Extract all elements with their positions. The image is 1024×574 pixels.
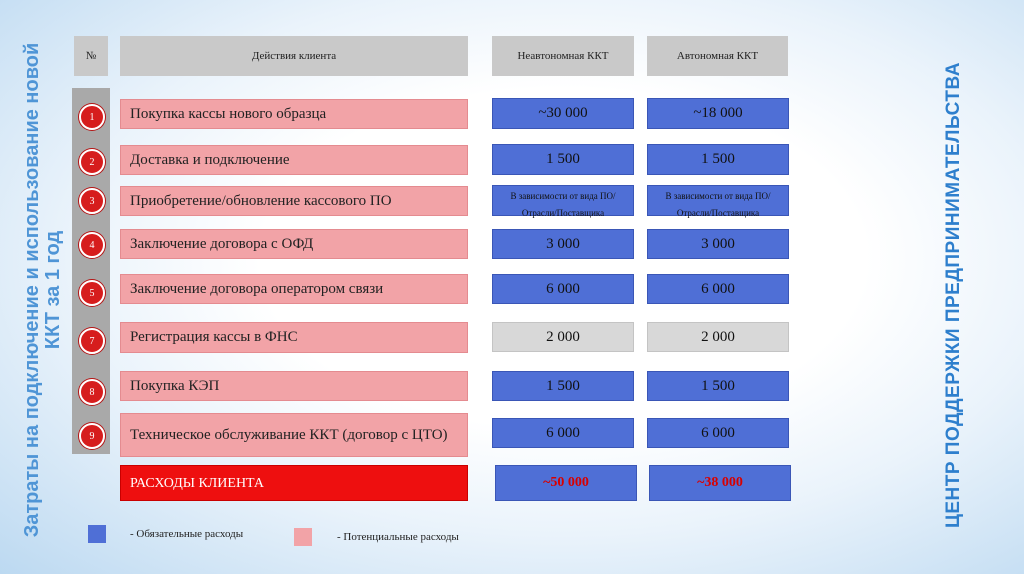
row-action: Заключение договора с ОФД: [120, 229, 468, 259]
row-value-non-autonomous: 1 500: [492, 144, 634, 175]
row-action: Доставка и подключение: [120, 145, 468, 175]
row-number-badge: 8: [79, 379, 105, 405]
row-value-non-autonomous: В зависимости от вида ПО/ Отрасли/Постав…: [492, 185, 634, 218]
legend-swatch-mandatory: [88, 525, 106, 543]
row-value-autonomous: ~18 000: [647, 98, 789, 129]
row-value-non-autonomous: 2 000: [492, 322, 634, 352]
row-value-autonomous: 6 000: [647, 418, 789, 448]
row-value-non-autonomous: 6 000: [492, 418, 634, 448]
total-value-autonomous: ~38 000: [649, 465, 791, 501]
total-label: РАСХОДЫ КЛИЕНТА: [120, 465, 468, 501]
row-value-autonomous: 6 000: [647, 274, 789, 304]
header-autonomous: Автономная ККТ: [647, 36, 788, 76]
header-actions: Действия клиента: [120, 36, 468, 76]
row-value-autonomous: 2 000: [647, 322, 789, 352]
row-number-badge: 5: [79, 280, 105, 306]
row-action: Покупка кассы нового образца: [120, 99, 468, 129]
row-value-non-autonomous: 1 500: [492, 371, 634, 401]
row-number-badge: 4: [79, 232, 105, 258]
organization-title-vertical: ЦЕНТР ПОДДЕРЖКИ ПРЕДПРИНИМАТЕЛЬСТВА: [943, 61, 964, 529]
row-value-autonomous: В зависимости от вида ПО/ Отрасли/Постав…: [647, 185, 789, 218]
row-value-autonomous: 1 500: [647, 144, 789, 175]
header-non-autonomous: Неавтономная ККТ: [492, 36, 634, 76]
legend-mandatory-label: - Обязательные расходы: [130, 528, 244, 540]
row-number-badge: 1: [79, 104, 105, 130]
row-number-badge: 7: [79, 328, 105, 354]
row-action: Покупка КЭП: [120, 371, 468, 401]
row-number-badge: 2: [79, 149, 105, 175]
row-action: Техническое обслуживание ККТ (договор с …: [120, 413, 468, 457]
row-value-autonomous: 3 000: [647, 229, 789, 259]
row-number-badge: 9: [79, 423, 105, 449]
row-value-non-autonomous: ~30 000: [492, 98, 634, 129]
slide-title-vertical: Затраты на подключение и использование н…: [21, 42, 64, 538]
legend-potential-label: - Потенциальные расходы: [337, 531, 459, 543]
row-value-non-autonomous: 3 000: [492, 229, 634, 259]
header-number: №: [74, 36, 108, 76]
total-value-non-autonomous: ~50 000: [495, 465, 637, 501]
row-value-autonomous: 1 500: [647, 371, 789, 401]
row-action: Приобретение/обновление кассового ПО: [120, 186, 468, 216]
row-number-badge: 3: [79, 188, 105, 214]
legend-swatch-potential: [294, 528, 312, 546]
row-action: Заключение договора оператором связи: [120, 274, 468, 304]
row-value-non-autonomous: 6 000: [492, 274, 634, 304]
row-action: Регистрация кассы в ФНС: [120, 322, 468, 353]
